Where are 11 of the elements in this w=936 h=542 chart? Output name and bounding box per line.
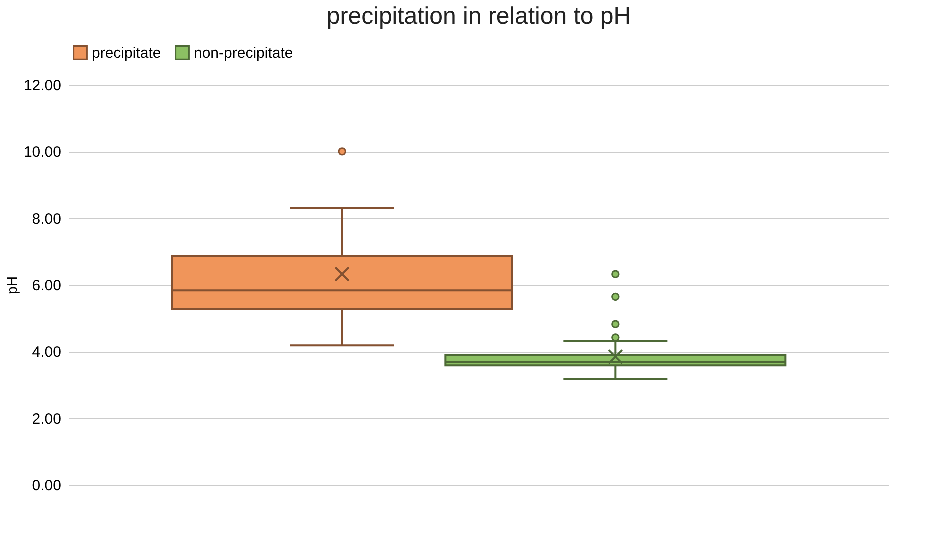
y-tick-label: 4.00	[32, 344, 62, 362]
legend-label: non-precipitate	[194, 44, 294, 62]
y-tick-label: 2.00	[32, 410, 62, 428]
y-tick-label: 8.00	[32, 210, 62, 228]
y-tick-label: 6.00	[32, 278, 62, 294]
y-tick-label: 10.00	[24, 144, 62, 162]
y-tick-label: 0.00	[32, 478, 62, 494]
legend-label: precipitate	[92, 44, 162, 62]
y-tick-label: 12.00	[24, 78, 62, 94]
chart-title: precipitation in relation to pH	[326, 3, 632, 30]
y-axis-title: pH	[4, 276, 20, 294]
